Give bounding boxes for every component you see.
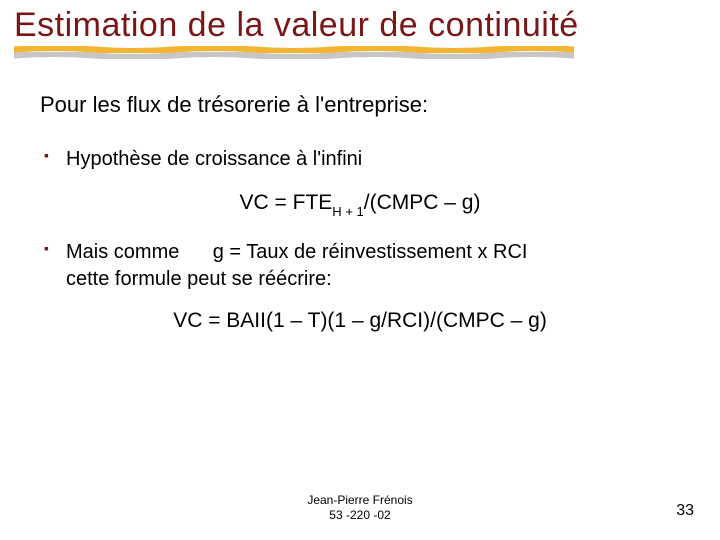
footer: Jean-Pierre Frénois 53 -220 -02 — [0, 493, 720, 522]
underline-main-icon — [14, 46, 574, 53]
bullet-item-1: Hypothèse de croissance à l'infini — [40, 146, 680, 173]
formula-1: VC = FTEH + 1/(CMPC – g) — [40, 191, 680, 217]
footer-course: 53 -220 -02 — [329, 508, 390, 522]
formula-1-pre: VC = FTE — [240, 191, 333, 214]
bullet-item-2: Mais comme g = Taux de réinvestissement … — [40, 239, 680, 293]
bullet-2-line1: Mais comme g = Taux de réinvestissement … — [66, 241, 527, 263]
bullet-2-line2: cette formule peut se réécrire: — [66, 268, 332, 290]
bullet-1-text: Hypothèse de croissance à l'infini — [66, 148, 362, 170]
bullet-list: Hypothèse de croissance à l'infini — [40, 146, 680, 173]
underline-shadow-icon — [14, 52, 574, 59]
intro-text: Pour les flux de trésorerie à l'entrepri… — [40, 92, 680, 118]
title-underline — [0, 46, 720, 74]
formula-1-post: /(CMPC – g) — [364, 191, 481, 214]
formula-1-sub: H + 1 — [332, 204, 363, 219]
slide: Estimation de la valeur de continuité Po… — [0, 0, 720, 540]
title-block: Estimation de la valeur de continuité — [0, 0, 720, 44]
footer-author: Jean-Pierre Frénois — [307, 493, 412, 507]
bullet-list-2: Mais comme g = Taux de réinvestissement … — [40, 239, 680, 293]
slide-title: Estimation de la valeur de continuité — [14, 8, 720, 44]
page-number: 33 — [676, 502, 694, 520]
formula-2: VC = BAII(1 – T)(1 – g/RCI)/(CMPC – g) — [40, 309, 680, 333]
content-area: Pour les flux de trésorerie à l'entrepri… — [0, 74, 720, 333]
